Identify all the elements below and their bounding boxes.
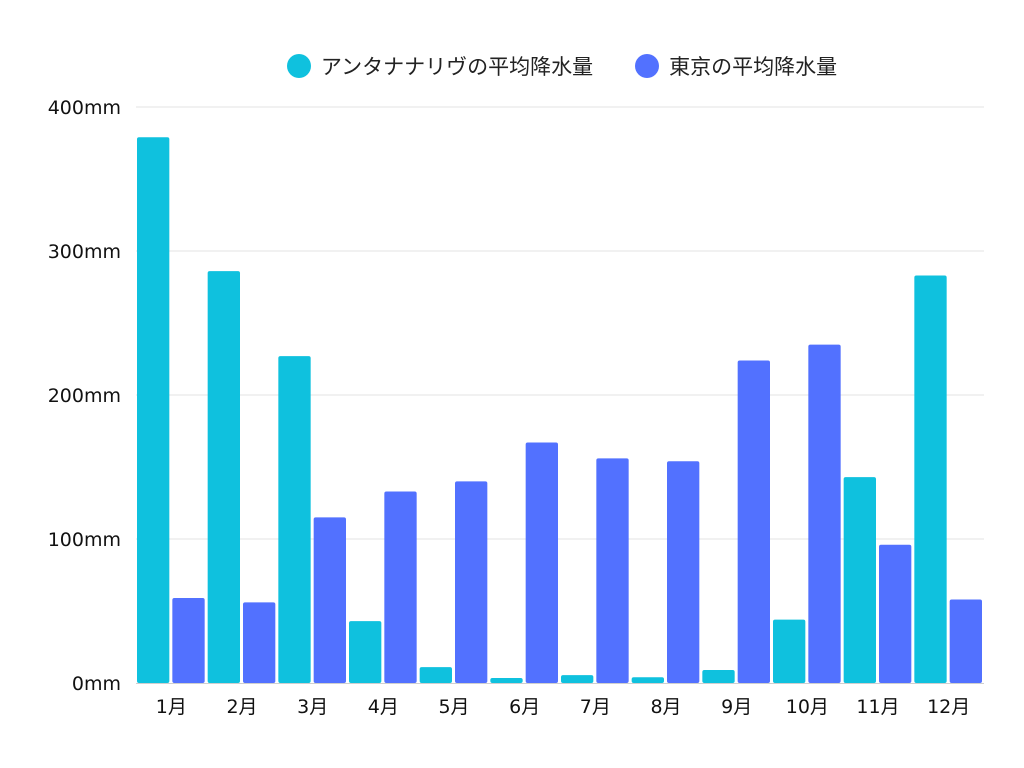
x-tick-label: 8月 (650, 696, 681, 718)
legend-item-antananarivo[interactable]: アンタナナリヴの平均降水量 (286, 51, 594, 81)
bar-tokyo[interactable] (384, 491, 417, 683)
y-tick-label: 0mm (72, 673, 121, 695)
bar-antananarivo[interactable] (631, 677, 664, 683)
y-tick-label: 300mm (48, 241, 121, 263)
bar-tokyo[interactable] (596, 458, 629, 683)
legend-marker-antananarivo (286, 54, 311, 78)
bar-antananarivo[interactable] (843, 477, 876, 683)
bar-antananarivo[interactable] (914, 275, 947, 683)
bar-tokyo[interactable] (879, 544, 912, 683)
x-tick-label: 4月 (368, 696, 399, 718)
bar-antananarivo[interactable] (349, 621, 382, 683)
y-tick-label: 400mm (48, 97, 121, 119)
x-tick-label: 11月 (856, 696, 899, 718)
bar-tokyo[interactable] (455, 481, 488, 683)
x-tick-label: 7月 (580, 696, 611, 718)
x-tick-label: 6月 (509, 696, 540, 718)
y-tick-label: 100mm (48, 529, 121, 551)
x-tick-label: 3月 (297, 696, 328, 718)
bar-antananarivo[interactable] (490, 677, 523, 683)
bar-tokyo[interactable] (172, 598, 205, 683)
x-tick-label: 2月 (226, 696, 257, 718)
bar-antananarivo[interactable] (137, 137, 170, 684)
x-tick-label: 1月 (156, 696, 187, 718)
bar-antananarivo[interactable] (773, 619, 806, 683)
bar-tokyo[interactable] (313, 517, 346, 683)
legend-item-tokyo[interactable]: 東京の平均降水量 (635, 51, 837, 81)
bar-antananarivo[interactable] (419, 667, 452, 683)
bar-antananarivo[interactable] (561, 675, 594, 683)
bar-tokyo[interactable] (667, 461, 700, 683)
legend-marker-tokyo (635, 54, 660, 78)
bar-tokyo[interactable] (949, 599, 982, 683)
x-tick-label: 10月 (786, 696, 829, 718)
x-tick-label: 9月 (721, 696, 752, 718)
bar-tokyo[interactable] (737, 360, 770, 683)
x-tick-label: 5月 (438, 696, 469, 718)
legend-label-tokyo: 東京の平均降水量 (669, 55, 838, 79)
y-tick-label: 200mm (48, 385, 121, 407)
bar-tokyo[interactable] (243, 602, 276, 683)
legend-label-antananarivo: アンタナナリヴの平均降水量 (320, 55, 594, 79)
bar-tokyo[interactable] (808, 344, 841, 683)
legend: アンタナナリヴの平均降水量 東京の平均降水量 (0, 50, 1024, 82)
bar-tokyo[interactable] (525, 442, 558, 683)
bar-antananarivo[interactable] (702, 670, 735, 683)
x-tick-label: 12月 (927, 696, 970, 718)
bar-antananarivo[interactable] (278, 356, 311, 683)
bar-antananarivo[interactable] (207, 271, 240, 683)
